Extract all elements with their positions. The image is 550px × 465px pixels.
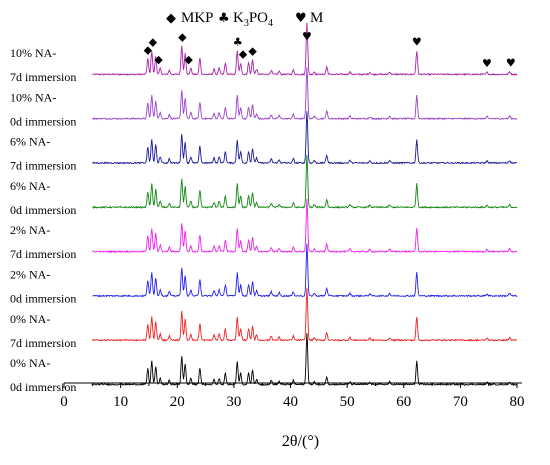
x-tick-label: 0 [60,394,68,410]
phase-markers: ◆◆◆◆◆♣◆ ◆♥ ♥♥ ♥ [144,30,516,70]
series-trace [92,198,518,254]
diamond-icon: ◆ [166,11,176,26]
series-trace [92,22,518,77]
series-labels: 10% NA- 7d immersion 10% NA- 0d immersion 6%… [10,46,76,394]
series-trace [92,111,517,165]
series-label-line2: 7d immersion [10,247,76,261]
series-label-line1: 0% NA- [10,356,50,370]
mkp-marker: ◆ [248,44,257,57]
series-label-line1: 10% NA- [10,46,56,60]
m-marker: ♥ [506,56,516,69]
series-label-line2: 0d immersion [10,114,76,128]
legend-subscript: 4 [268,18,273,29]
series-label-line1: 2% NA- [10,223,50,237]
mkp-marker: ◆ [154,53,163,66]
club-icon: ♣ [218,11,230,26]
series-label-line1: 2% NA- [10,268,50,282]
legend-label: M [310,10,323,26]
x-tick-label: 70 [453,394,468,410]
x-tick-label: 10 [113,394,128,410]
mkp-marker: ◆ [144,43,153,56]
mkp-marker: ◆ [178,30,187,43]
series-label-line2: 7d immersion [10,159,76,173]
series-label-line2: 7d immersion [10,336,76,350]
series-label-line1: 10% NA- [10,90,56,104]
x-tick-label: 30 [226,394,241,410]
diffraction-traces [91,22,518,387]
m-marker: ♥ [412,36,422,49]
mkp-marker: ◆ [149,36,158,49]
legend: ◆ MKP ♣ K3PO4 ♥ M [166,10,323,29]
legend-label: K3PO4 [233,10,273,29]
x-tick-label: 20 [170,394,185,410]
heart-icon: ♥ [295,11,307,26]
series-label-line1: 6% NA- [10,179,50,193]
legend-label: MKP [181,10,214,26]
x-axis-title: 2θ/(°) [282,433,319,450]
mkp-marker: ◆ [239,48,248,61]
mkp-marker: ◆ [184,53,193,66]
series-label-line1: 6% NA- [10,135,50,149]
series-label-line2: 0d immersion [10,203,76,217]
series-label-line2: 0d immersion [10,380,76,394]
series-trace [92,154,518,209]
series-trace [92,243,518,298]
x-tick-label: 80 [510,394,525,410]
x-tick-label: 40 [283,394,298,410]
x-axis: 0 10 20 30 40 50 60 70 80 2θ/(°) [60,382,525,450]
x-tick-label: 60 [396,394,411,410]
k3po4-marker: ♣ [233,36,243,49]
m-marker: ♥ [482,57,492,70]
legend-text: M [310,10,323,26]
legend-subscript: 3 [244,18,249,29]
legend-text: MKP [181,10,214,26]
m-marker: ♥ [302,30,312,43]
series-label-line2: 0d immersion [10,292,76,306]
legend-text: K [233,10,244,26]
x-tick-label: 50 [340,394,355,410]
series-trace [91,287,518,342]
series-label-line1: 0% NA- [10,312,50,326]
series-trace [91,67,518,121]
series-label-line2: 7d immersion [10,70,76,84]
legend-text-middle: PO [249,10,268,26]
